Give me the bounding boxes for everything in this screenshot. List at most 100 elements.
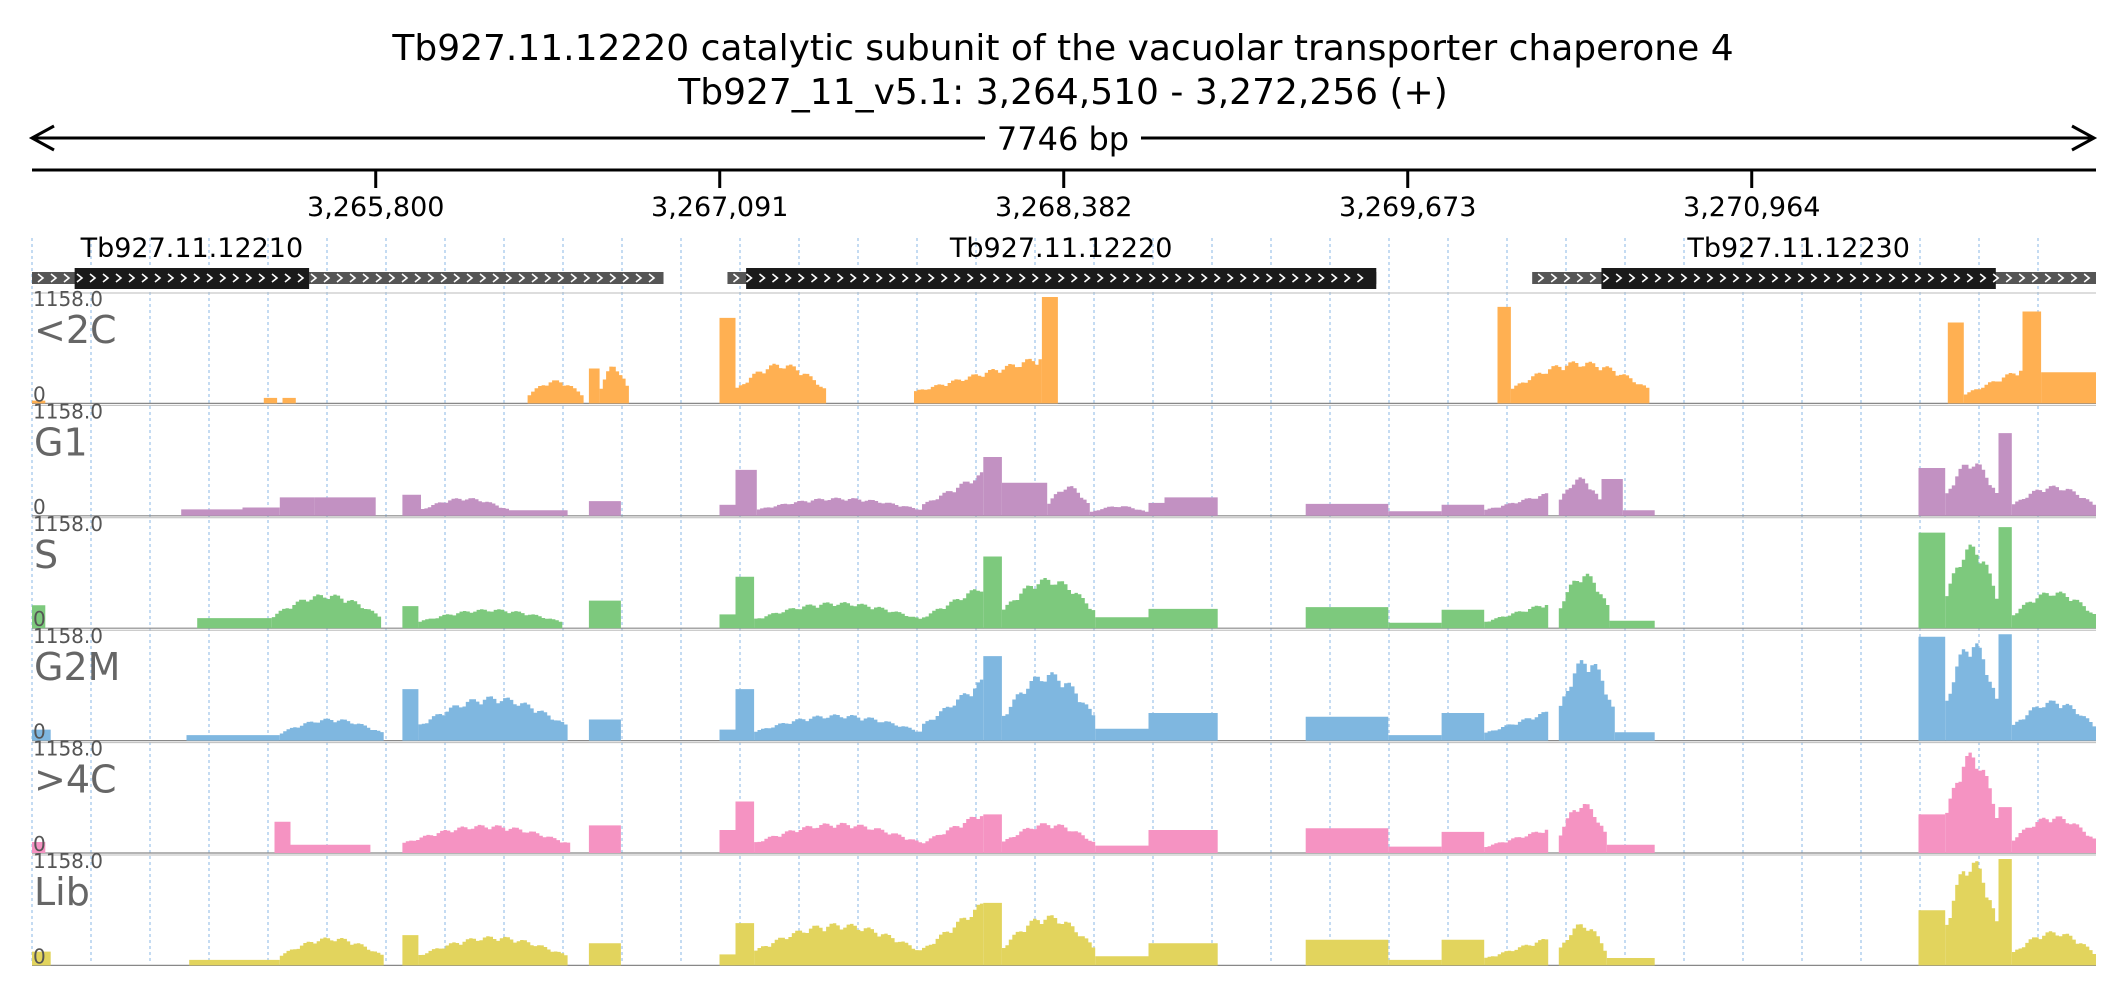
coverage-segment	[2011, 700, 2096, 741]
strand-chevron	[1927, 273, 1935, 283]
axis-ticks: 3,265,800 3,267,091 3,268,382 3,269,673 3,27…	[307, 170, 1820, 223]
strand-chevron	[2018, 273, 2026, 283]
strand-chevron	[966, 273, 974, 283]
strand-chevron	[2083, 273, 2091, 283]
coverage-segment	[2022, 311, 2042, 404]
coverage-segment	[1089, 506, 1149, 516]
coverage-segment	[2011, 816, 2096, 853]
strand-chevron	[1343, 273, 1351, 283]
strand-chevron	[440, 273, 448, 283]
coverage-segment	[1148, 608, 1218, 629]
coverage-segment	[1945, 643, 1999, 741]
track-name: G1	[34, 420, 88, 464]
strand-chevron	[1862, 273, 1870, 283]
strand-chevron	[823, 273, 831, 283]
strand-chevron	[1576, 273, 1584, 283]
strand-chevron	[1031, 273, 1039, 283]
coverage-segment	[922, 589, 984, 629]
coverage-segment	[1614, 732, 1655, 741]
strand-chevron	[102, 273, 110, 283]
coverage-segment	[1441, 831, 1485, 853]
strand-chevron	[1018, 273, 1026, 283]
coverage-segment	[1558, 573, 1610, 629]
coverage-segment	[32, 729, 51, 741]
strand-chevron	[466, 273, 474, 283]
coverage-segment	[314, 497, 376, 516]
coverage-segment	[1388, 622, 1442, 629]
coverage-segment	[1484, 605, 1549, 629]
strand-chevron	[1797, 273, 1805, 283]
strand-chevron	[1992, 273, 2000, 283]
track-name: >4C	[34, 758, 117, 802]
strand-chevron	[609, 273, 617, 283]
gene-model: Tb927.11.12230	[1532, 233, 2096, 289]
strand-chevron	[1628, 273, 1636, 283]
strand-chevron	[1849, 273, 1857, 283]
coverage-segment	[1558, 804, 1607, 853]
coverage-segment	[1945, 463, 1999, 516]
strand-chevron	[245, 273, 253, 283]
span-length-label: 7746 bp	[997, 120, 1129, 158]
strand-chevron	[2070, 273, 2078, 283]
track-name: S	[34, 533, 58, 577]
gene-label: Tb927.11.12210	[80, 233, 304, 264]
coverage-segment	[983, 902, 1002, 966]
coverage-segment	[1945, 861, 1999, 966]
strand-chevron	[76, 273, 84, 283]
coverage-segment	[754, 714, 922, 741]
axis-tick-label: 3,269,673	[1339, 192, 1476, 223]
track-min-label: 0	[33, 832, 46, 856]
coverage-segment	[1497, 306, 1511, 404]
strand-chevron	[1563, 273, 1571, 283]
coverage-segment	[271, 594, 382, 629]
strand-chevron	[427, 273, 435, 283]
strand-chevron	[1719, 273, 1727, 283]
strand-chevron	[1758, 273, 1766, 283]
strand-chevron	[758, 273, 766, 283]
coverage-segment	[1148, 830, 1218, 853]
coverage-segment	[1918, 532, 1946, 629]
axis-tick-label: 3,268,382	[995, 192, 1132, 223]
coverage-segment	[402, 606, 419, 629]
coverage-segment	[32, 605, 46, 629]
strand-chevron	[297, 273, 305, 283]
strand-chevron	[375, 273, 383, 283]
gene-cds-bar	[1601, 268, 1996, 289]
strand-chevron	[1356, 273, 1364, 283]
axis-tick-label: 3,270,964	[1683, 192, 1820, 223]
coverage-segment	[1095, 956, 1149, 966]
coverage-segment	[1622, 510, 1655, 516]
strand-chevron	[219, 273, 227, 283]
strand-chevron	[167, 273, 175, 283]
coverage-segment	[719, 317, 736, 404]
coverage-segment	[418, 696, 568, 741]
strand-chevron	[940, 273, 948, 283]
strand-chevron	[1667, 273, 1675, 283]
strand-chevron	[206, 273, 214, 283]
coverage-segment	[1041, 297, 1058, 404]
coverage-segment	[527, 380, 584, 404]
coverage-segment	[983, 457, 1002, 516]
coverage-segment	[1998, 433, 2012, 516]
track-max-label: 1158.0	[33, 399, 103, 423]
strand-chevron	[1187, 273, 1195, 283]
strand-chevron	[1161, 273, 1169, 283]
coverage-segment	[1998, 527, 2012, 629]
coverage-segment	[1305, 503, 1389, 516]
strand-chevron	[596, 273, 604, 283]
strand-chevron	[63, 273, 71, 283]
coverage-segment	[282, 397, 296, 404]
strand-chevron	[115, 273, 123, 283]
strand-chevron	[1693, 273, 1701, 283]
track-min-label: 0	[33, 720, 46, 744]
coverage-segment	[719, 830, 736, 853]
coverage-segment	[242, 507, 280, 516]
strand-chevron	[388, 273, 396, 283]
strand-chevron	[1602, 273, 1610, 283]
strand-chevron	[1537, 273, 1545, 283]
coverage-segment	[1609, 620, 1655, 629]
coverage-segment	[2011, 591, 2096, 629]
